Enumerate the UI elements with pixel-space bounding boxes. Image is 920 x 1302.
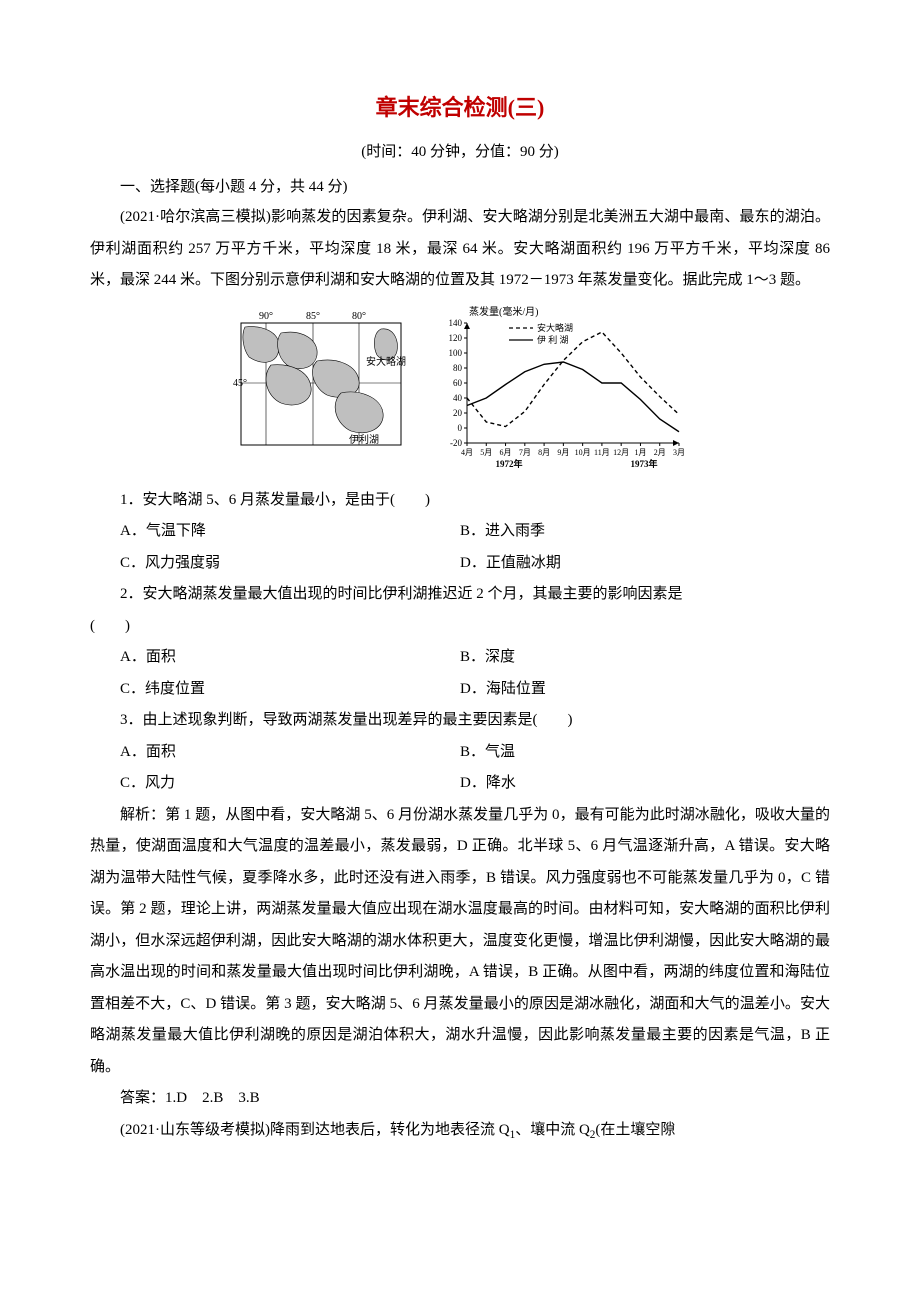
q1-stem: 1．安大略湖 5、6 月蒸发量最小，是由于( ) xyxy=(90,485,830,517)
svg-text:-20: -20 xyxy=(450,438,462,448)
svg-text:85°: 85° xyxy=(306,311,320,322)
svg-text:蒸发量(毫米/月): 蒸发量(毫米/月) xyxy=(469,305,538,318)
q3-opt-a: A．面积 xyxy=(90,737,460,769)
q2-opt-c: C．纬度位置 xyxy=(90,674,460,706)
q1-opt-c: C．风力强度弱 xyxy=(90,548,460,580)
svg-text:2月: 2月 xyxy=(654,448,666,457)
svg-text:40: 40 xyxy=(453,393,463,403)
svg-text:安大略湖: 安大略湖 xyxy=(366,355,406,368)
intro2-suffix: (在土壤空隙 xyxy=(595,1122,675,1138)
svg-text:8月: 8月 xyxy=(538,448,550,457)
svg-text:9月: 9月 xyxy=(557,448,569,457)
q3-opt-d: D．降水 xyxy=(460,768,830,800)
q3-opt-b: B．气温 xyxy=(460,737,830,769)
intro-paragraph-2: (2021·山东等级考模拟)降雨到达地表后，转化为地表径流 Q1、壤中流 Q2(… xyxy=(90,1115,830,1148)
q2-stem-a: 2．安大略湖蒸发量最大值出现的时间比伊利湖推迟近 2 个月，其最主要的影响因素是 xyxy=(90,579,830,611)
svg-text:0: 0 xyxy=(458,423,463,433)
svg-text:11月: 11月 xyxy=(594,448,610,457)
svg-text:1973年: 1973年 xyxy=(630,458,657,469)
svg-text:60: 60 xyxy=(453,378,463,388)
svg-text:120: 120 xyxy=(449,333,463,343)
svg-text:7月: 7月 xyxy=(519,448,531,457)
q3-options-row2: C．风力 D．降水 xyxy=(90,768,830,800)
q1-opt-d: D．正值融冰期 xyxy=(460,548,830,580)
svg-text:4月: 4月 xyxy=(461,448,473,457)
q2-options-row1: A．面积 B．深度 xyxy=(90,642,830,674)
svg-text:6月: 6月 xyxy=(500,448,512,457)
svg-text:90°: 90° xyxy=(259,311,273,322)
intro-paragraph-1: (2021·哈尔滨高三模拟)影响蒸发的因素复杂。伊利湖、安大略湖分别是北美洲五大… xyxy=(90,202,830,297)
q1-options-row2: C．风力强度弱 D．正值融冰期 xyxy=(90,548,830,580)
figure-row: 90° 85° 80° 45° 安大略湖伊利湖 蒸发量(毫米/月) -20 0 20 40 60 8… xyxy=(90,305,830,475)
q2-opt-d: D．海陆位置 xyxy=(460,674,830,706)
map-figure: 90° 85° 80° 45° 安大略湖伊利湖 xyxy=(231,305,411,455)
svg-text:3月: 3月 xyxy=(673,448,685,457)
q2-opt-b: B．深度 xyxy=(460,642,830,674)
section-header: 一、选择题(每小题 4 分，共 44 分) xyxy=(90,175,830,196)
q2-options-row2: C．纬度位置 D．海陆位置 xyxy=(90,674,830,706)
evaporation-chart: 蒸发量(毫米/月) -20 0 20 40 60 80 100 120 140 4月 5月 6月 7月 8月… xyxy=(429,305,689,475)
svg-text:10月: 10月 xyxy=(575,448,591,457)
q2-opt-a: A．面积 xyxy=(90,642,460,674)
q1-options-row1: A．气温下降 B．进入雨季 xyxy=(90,516,830,548)
svg-text:1月: 1月 xyxy=(634,448,646,457)
svg-text:12月: 12月 xyxy=(613,448,629,457)
q3-opt-c: C．风力 xyxy=(90,768,460,800)
explanation: 解析：第 1 题，从图中看，安大略湖 5、6 月份湖水蒸发量几乎为 0，最有可能… xyxy=(90,800,830,1084)
svg-text:140: 140 xyxy=(449,318,463,328)
q1-opt-b: B．进入雨季 xyxy=(460,516,830,548)
svg-text:伊 利 湖: 伊 利 湖 xyxy=(537,334,569,345)
page-title: 章末综合检测(三) xyxy=(90,90,830,122)
q3-stem: 3．由上述现象判断，导致两湖蒸发量出现差异的最主要因素是( ) xyxy=(90,705,830,737)
svg-text:伊利湖: 伊利湖 xyxy=(349,434,379,446)
svg-text:安大略湖: 安大略湖 xyxy=(537,322,573,333)
exam-meta: (时间：40 分钟，分值：90 分) xyxy=(90,140,830,161)
answers: 答案：1.D 2.B 3.B xyxy=(90,1083,830,1115)
svg-text:5月: 5月 xyxy=(480,448,492,457)
svg-text:80°: 80° xyxy=(352,311,366,322)
intro2-prefix: (2021·山东等级考模拟)降雨到达地表后，转化为地表径流 Q xyxy=(120,1122,510,1138)
svg-text:20: 20 xyxy=(453,408,463,418)
q1-opt-a: A．气温下降 xyxy=(90,516,460,548)
intro2-mid: 、壤中流 Q xyxy=(515,1122,590,1138)
q2-stem-b: ( ) xyxy=(90,611,830,643)
svg-text:45°: 45° xyxy=(233,378,247,389)
svg-text:100: 100 xyxy=(449,348,463,358)
svg-text:1972年: 1972年 xyxy=(495,458,522,469)
svg-text:80: 80 xyxy=(453,363,463,373)
q3-options-row1: A．面积 B．气温 xyxy=(90,737,830,769)
